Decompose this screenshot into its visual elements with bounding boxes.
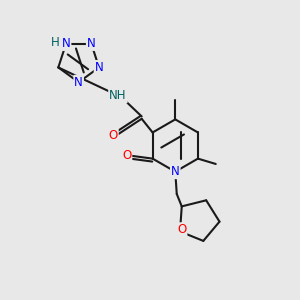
Text: N: N <box>171 165 180 178</box>
Text: N: N <box>94 61 103 74</box>
Text: N: N <box>62 37 70 50</box>
Text: N: N <box>74 76 83 89</box>
Text: O: O <box>122 149 131 162</box>
Text: H: H <box>50 35 59 49</box>
Text: O: O <box>177 223 186 236</box>
Text: N: N <box>87 37 96 50</box>
Text: NH: NH <box>109 89 127 102</box>
Text: O: O <box>109 129 118 142</box>
